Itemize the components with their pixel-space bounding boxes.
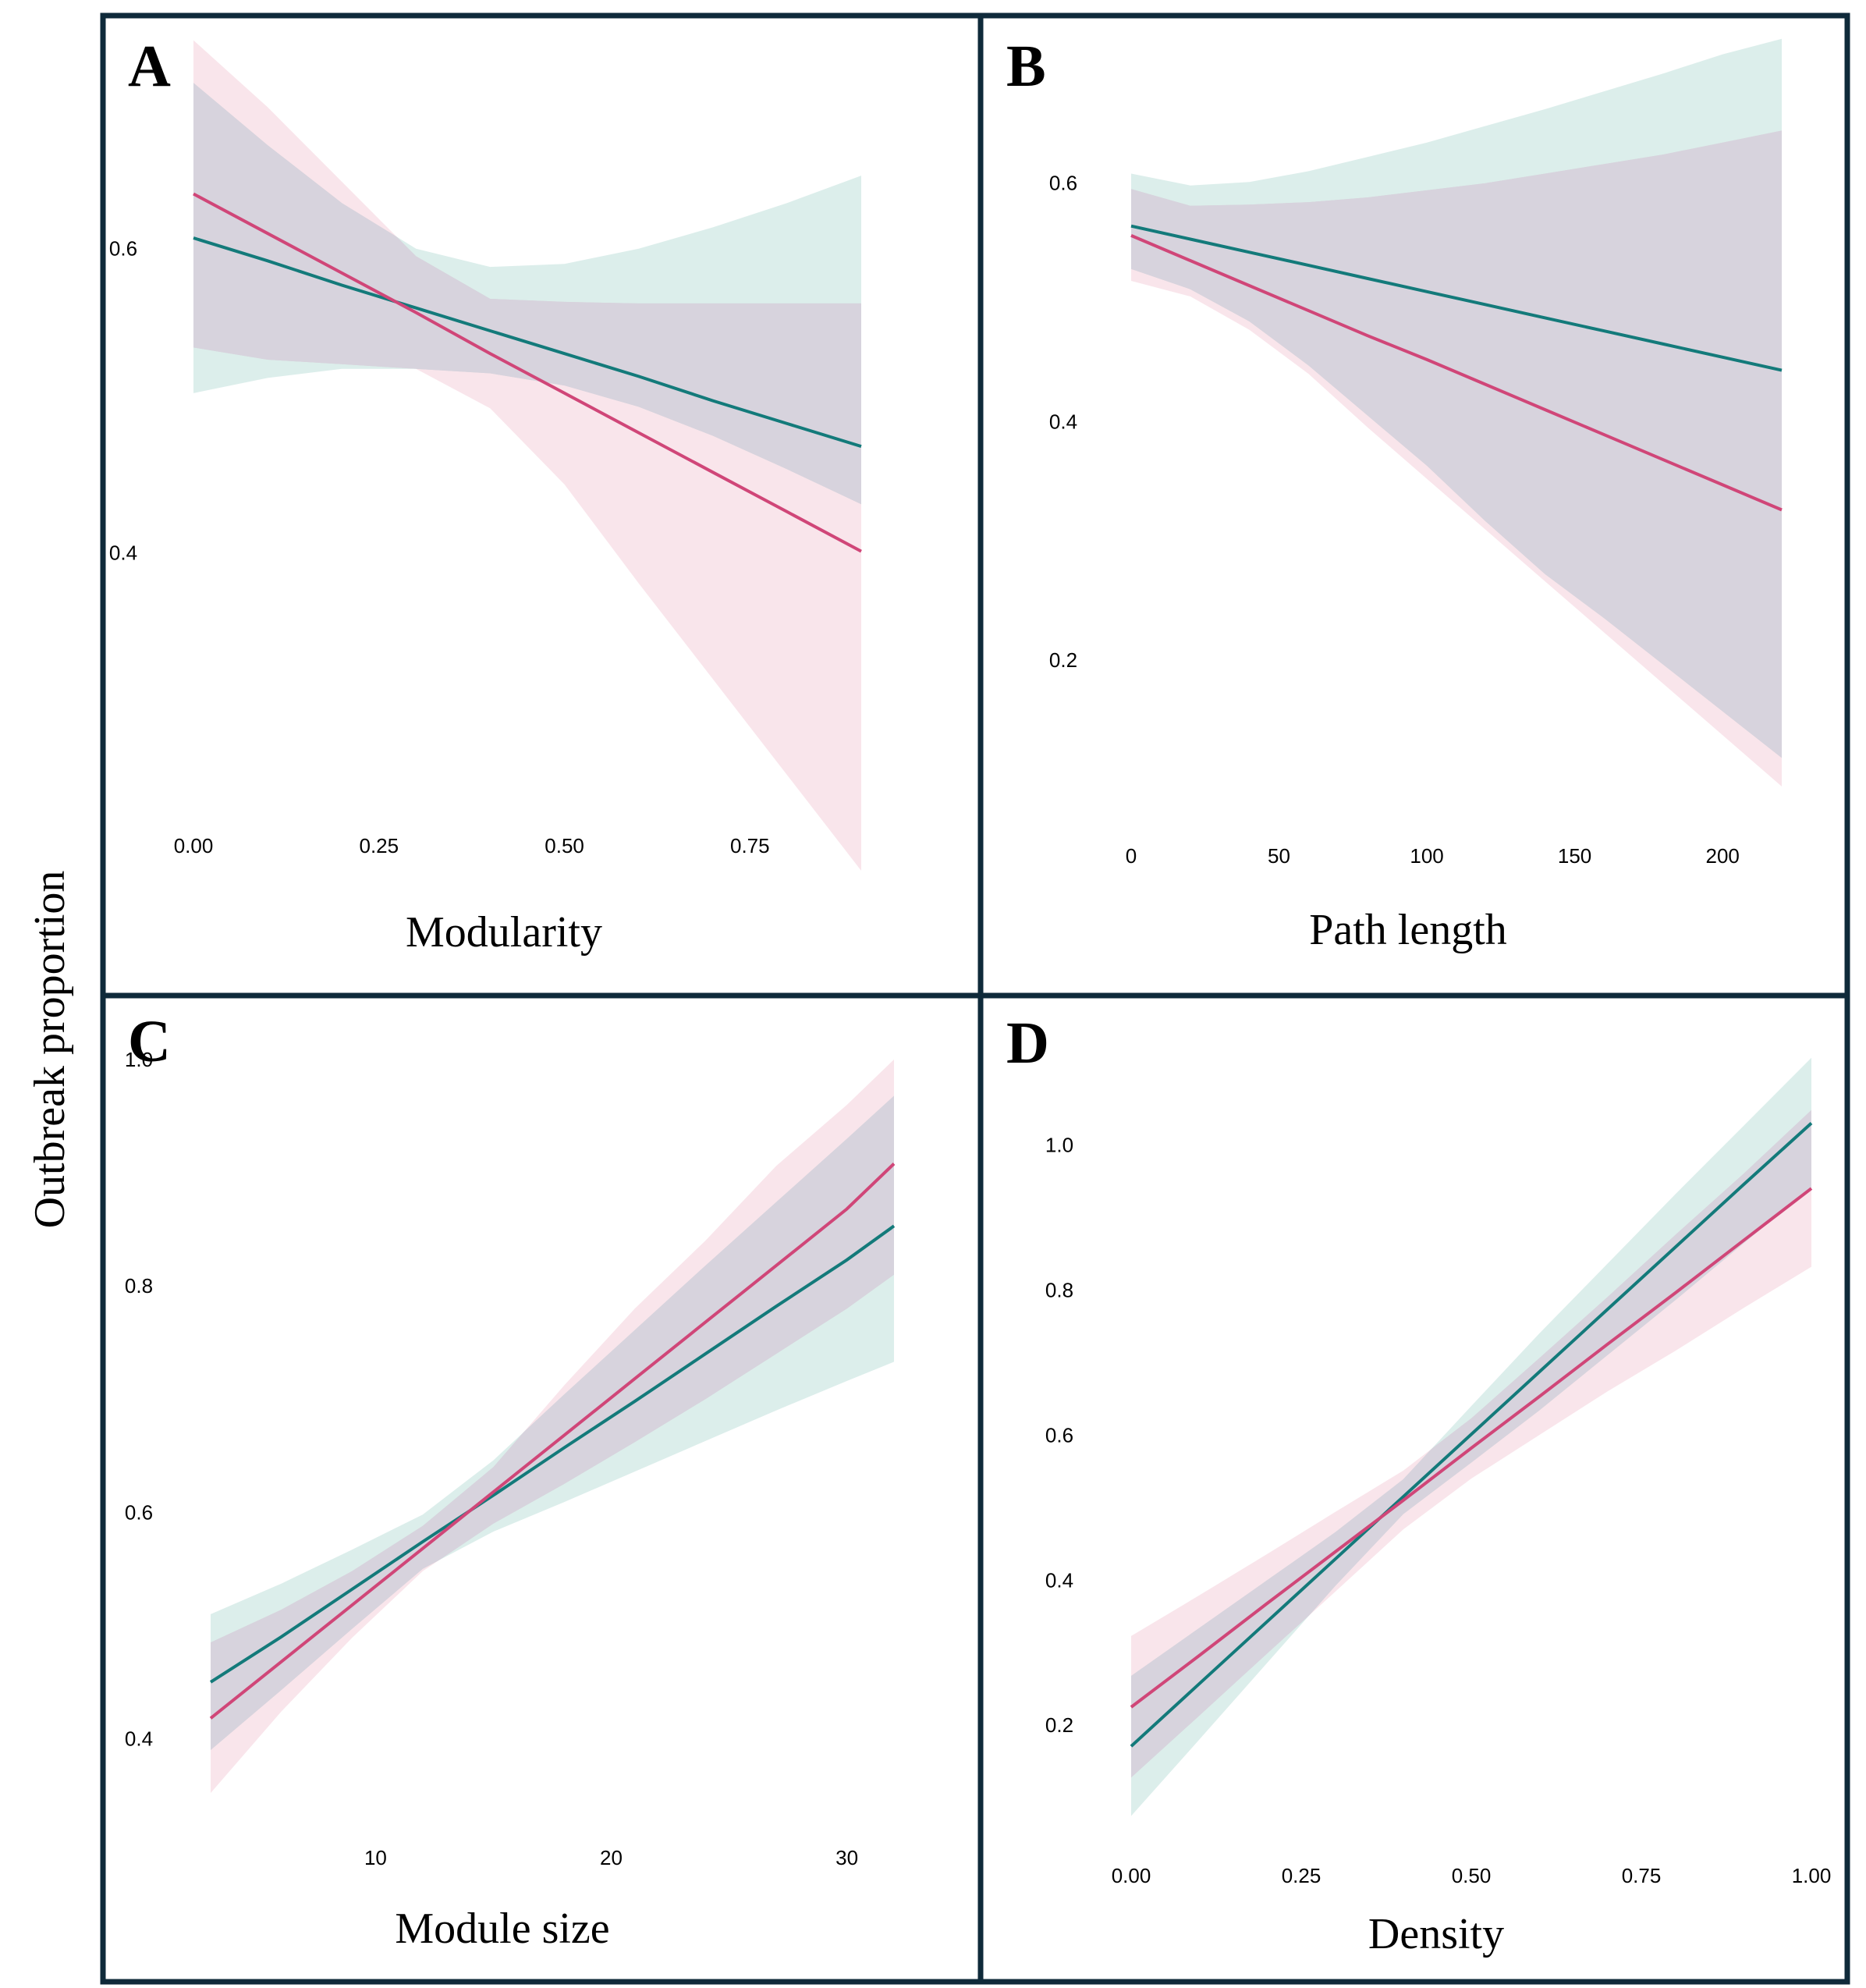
x-tick-label: 1.00 bbox=[1792, 1864, 1832, 1887]
fit-line-teal bbox=[209, 1224, 896, 1684]
panel-letter: D bbox=[1006, 1010, 1049, 1076]
y-tick-label: 1.0 bbox=[1045, 1133, 1073, 1156]
fit-line-pink bbox=[193, 192, 862, 553]
y-tick-label: 0.4 bbox=[1045, 1568, 1073, 1592]
panel-letter: C bbox=[128, 1009, 171, 1074]
y-tick-label: 0.6 bbox=[109, 237, 137, 261]
y-tick-label: 0.8 bbox=[125, 1274, 153, 1298]
y-axis-title: Outbreak proportion bbox=[26, 871, 74, 1229]
fit-line-teal bbox=[193, 236, 862, 449]
outer-border bbox=[100, 12, 1850, 1985]
fit-line-pink bbox=[1130, 1187, 1813, 1709]
x-tick-label: 0.50 bbox=[1452, 1864, 1492, 1887]
y-tick-label: 0.2 bbox=[1045, 1713, 1073, 1737]
panel-d: 0.00 0.25 0.50 0.75 1.00 0.2 0.4 0.6 0.8 1.0 Densi… bbox=[1006, 1010, 1831, 1958]
fit-line-teal bbox=[1130, 1122, 1813, 1748]
y-tick-label: 1.0 bbox=[125, 1048, 153, 1071]
x-tick-label: 0 bbox=[1126, 844, 1137, 868]
fit-line-pink bbox=[1130, 234, 1783, 512]
x-tick-label: 50 bbox=[1268, 844, 1290, 868]
x-tick-label: 200 bbox=[1706, 844, 1740, 868]
x-tick-label: 0.25 bbox=[1282, 1864, 1321, 1887]
panel-letter: A bbox=[128, 34, 171, 99]
confidence-bands bbox=[193, 40, 861, 872]
ci-band-overlap bbox=[193, 83, 861, 505]
x-tick-label: 30 bbox=[835, 1846, 858, 1869]
x-tick-label: 0.75 bbox=[730, 834, 770, 857]
y-tick-label: 0.4 bbox=[1049, 410, 1077, 433]
panel-borders bbox=[100, 12, 1850, 1985]
x-tick-label: 0.00 bbox=[174, 834, 214, 857]
confidence-bands bbox=[1131, 38, 1782, 786]
x-axis-title: Modularity bbox=[406, 908, 602, 957]
x-tick-label: 10 bbox=[364, 1846, 387, 1869]
confidence-bands bbox=[211, 1060, 894, 1794]
ci-band-overlap bbox=[1131, 1109, 1811, 1778]
x-tick-label: 0.75 bbox=[1622, 1864, 1662, 1887]
ci-band-overlap bbox=[1131, 130, 1782, 758]
x-tick-label: 150 bbox=[1558, 844, 1591, 868]
x-axis-title: Density bbox=[1368, 1910, 1504, 1958]
y-tick-label: 0.8 bbox=[1045, 1278, 1073, 1301]
y-tick-label: 0.6 bbox=[125, 1500, 153, 1524]
panel-b: 0 50 100 150 200 0.2 0.4 0.6 Path length B bbox=[1006, 34, 1783, 954]
panel-a: 0.00 0.25 0.50 0.75 0.4 0.6 Modularity A bbox=[109, 34, 862, 957]
confidence-bands bbox=[1131, 1057, 1811, 1816]
x-tick-label: 20 bbox=[600, 1846, 623, 1869]
x-tick-label: 0.00 bbox=[1112, 1864, 1151, 1887]
x-tick-label: 0.50 bbox=[545, 834, 584, 857]
x-axis-title: Path length bbox=[1309, 906, 1507, 954]
y-tick-label: 0.4 bbox=[109, 541, 137, 565]
panel-c: 10 20 30 0.4 0.6 0.8 1.0 Module size C bbox=[125, 1009, 896, 1953]
x-tick-label: 0.25 bbox=[359, 834, 399, 857]
y-tick-label: 0.6 bbox=[1045, 1423, 1073, 1447]
fit-line-teal bbox=[1130, 224, 1783, 372]
y-tick-label: 0.4 bbox=[125, 1727, 153, 1751]
x-axis-title: Module size bbox=[395, 1905, 609, 1953]
y-tick-label: 0.6 bbox=[1049, 172, 1077, 195]
y-tick-label: 0.2 bbox=[1049, 648, 1077, 672]
fit-line-pink bbox=[209, 1163, 896, 1720]
panel-letter: B bbox=[1006, 34, 1046, 99]
x-tick-label: 100 bbox=[1410, 844, 1443, 868]
